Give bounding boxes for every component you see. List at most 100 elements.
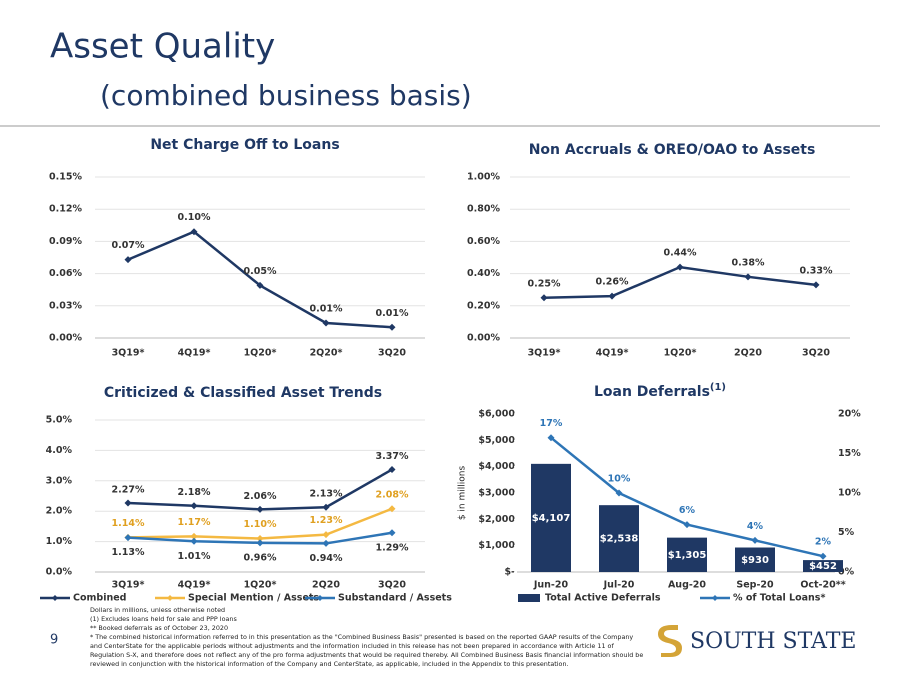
- footnote: Dollars in millions, unless otherwise no…: [90, 606, 226, 614]
- legend-label: % of Total Loans*: [733, 593, 825, 604]
- data-label: 0.05%: [244, 266, 277, 277]
- x-tick-label: 3Q20: [378, 580, 406, 591]
- y-tick-label: 0.40%: [467, 268, 500, 279]
- data-label: $930: [741, 555, 769, 566]
- marker: [124, 534, 132, 542]
- line: [543, 265, 817, 299]
- data-label: 2.06%: [244, 491, 277, 502]
- data-label: 0.94%: [310, 553, 343, 564]
- x-tick-label: 3Q19*: [112, 580, 145, 591]
- y-tick-label: 1.0%: [46, 536, 73, 547]
- data-label: 1.23%: [310, 515, 343, 526]
- y-tick-label: 0.20%: [467, 300, 500, 311]
- x-tick-label: 3Q19*: [528, 348, 561, 359]
- x-tick-label: 2Q20: [312, 580, 340, 591]
- marker: [190, 502, 198, 510]
- data-label: 0.01%: [376, 308, 409, 319]
- y-tick-label: $2,000: [478, 514, 515, 525]
- y-tick-label: $5,000: [478, 435, 515, 446]
- data-label: $452: [809, 561, 837, 572]
- chart-title: Non Accruals & OREO/OAO to Assets: [529, 142, 816, 158]
- data-label: 0.44%: [664, 248, 697, 259]
- y-tick-label: $3,000: [478, 488, 515, 499]
- footnote: (1) Excludes loans held for sale and PPP…: [90, 615, 237, 623]
- y-tick-label: 0.12%: [49, 204, 82, 215]
- data-label: 1.13%: [112, 547, 145, 558]
- data-label: $1,305: [668, 550, 707, 561]
- logo-text: SOUTH STATE: [690, 629, 856, 654]
- y-axis-label: $ in millions: [458, 466, 468, 521]
- data-label: 1.10%: [244, 519, 277, 530]
- x-tick-label: Oct-20**: [800, 580, 845, 591]
- legend-label: Special Mention / Assets: [188, 593, 319, 604]
- marker: [615, 489, 623, 497]
- data-label: 2.08%: [376, 489, 409, 500]
- title-note: (1): [710, 382, 726, 393]
- y-tick-label: $1,000: [478, 540, 515, 551]
- x-tick-label: 1Q20*: [244, 580, 277, 591]
- chart-panel: Criticized & Classified Asset Trends 0.0%…: [40, 385, 452, 604]
- data-label: 0.07%: [112, 240, 145, 251]
- y-tick-label: 0.15%: [49, 172, 82, 183]
- line: [127, 230, 393, 329]
- marker: [388, 529, 396, 537]
- bar: [531, 463, 571, 572]
- marker: [819, 552, 827, 560]
- y-tick-label: 0.06%: [49, 268, 82, 279]
- bar: [735, 547, 775, 572]
- footnote: ** Booked deferrals as of October 23, 20…: [90, 624, 229, 632]
- marker: [676, 263, 684, 271]
- marker: [540, 294, 548, 302]
- marker: [683, 521, 691, 529]
- marker: [388, 505, 396, 513]
- legend-marker: [167, 595, 173, 601]
- y-tick-label: 0.00%: [467, 333, 500, 344]
- data-label: 6%: [679, 505, 696, 516]
- y-tick-label: 0.00%: [49, 333, 82, 344]
- data-label: 0.01%: [310, 303, 343, 314]
- marker: [256, 281, 264, 289]
- marker: [256, 505, 264, 513]
- y2-tick-label: 10%: [838, 488, 861, 499]
- legend-label: Combined: [73, 593, 126, 604]
- line: [127, 468, 393, 511]
- y2-tick-label: 0%: [838, 567, 855, 578]
- slide-title: Asset Quality: [50, 27, 275, 67]
- y-tick-label: 1.00%: [467, 172, 500, 183]
- x-tick-label: Jun-20: [533, 580, 569, 591]
- logo-mark: [658, 625, 682, 657]
- y-tick-label: 5.0%: [46, 415, 73, 426]
- page-number: 9: [50, 633, 58, 648]
- data-label: 10%: [608, 474, 631, 485]
- marker: [124, 256, 132, 264]
- y-tick-label: 0.0%: [46, 567, 73, 578]
- marker: [388, 466, 396, 474]
- data-label: 4%: [747, 521, 764, 532]
- bar: [803, 560, 843, 572]
- bar: [667, 537, 707, 572]
- legend-label: Total Active Deferrals: [545, 593, 661, 604]
- data-label: 2.27%: [112, 484, 145, 495]
- legend-marker: [712, 595, 718, 601]
- marker: [388, 323, 396, 331]
- bar: [599, 505, 639, 572]
- data-label: 1.14%: [112, 518, 145, 529]
- legend-marker: [52, 595, 58, 601]
- footnotes: Dollars in millions, unless otherwise no…: [90, 606, 645, 669]
- data-label: $2,538: [600, 534, 639, 545]
- x-tick-label: 1Q20*: [244, 348, 277, 359]
- data-label: 0.33%: [800, 265, 833, 276]
- y2-tick-label: 15%: [838, 448, 861, 459]
- marker: [608, 292, 616, 300]
- data-label: 2.18%: [178, 487, 211, 498]
- data-label: 1.17%: [178, 517, 211, 528]
- marker: [190, 532, 198, 540]
- x-tick-label: Jul-20: [603, 580, 635, 591]
- x-tick-label: 2Q20*: [310, 348, 343, 359]
- y-tick-label: 2.0%: [46, 506, 73, 517]
- data-label: 0.26%: [596, 277, 629, 288]
- x-tick-label: 1Q20*: [664, 348, 697, 359]
- data-label: 0.10%: [178, 212, 211, 223]
